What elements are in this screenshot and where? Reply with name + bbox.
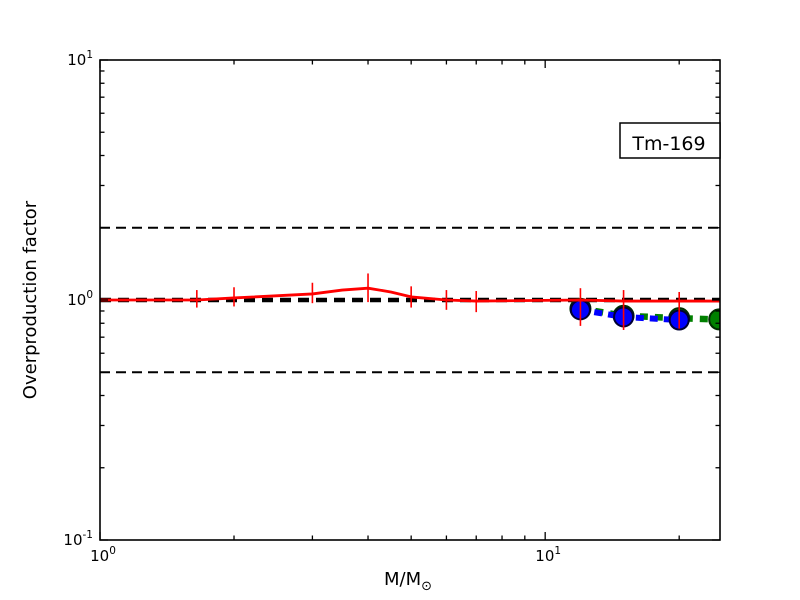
y-tick-label: 10-1: [63, 529, 93, 549]
x-tick-label: 101: [535, 545, 561, 565]
plot-frame: [99, 59, 721, 541]
agb-models-red-line: [100, 286, 720, 303]
y-tick-label: 100: [67, 289, 93, 309]
legend: Tm-169: [619, 122, 721, 159]
x-axis-title: M/M⊙: [384, 569, 432, 594]
y-tick-label: 101: [67, 49, 93, 69]
legend-frame: [619, 122, 721, 159]
x-tick-label: 100: [90, 545, 116, 565]
sun-symbol-icon: ⊙: [421, 579, 432, 594]
y-axis-title: Overproduction factor: [20, 200, 41, 399]
agb-models-red: [100, 273, 720, 330]
series-layer: [100, 273, 720, 331]
x-axis-title-main: M/M: [384, 569, 421, 590]
massive-star-models-blue: [569, 299, 690, 331]
reference-lines-layer: [100, 226, 720, 374]
legend-label: Tm-169: [631, 133, 705, 155]
